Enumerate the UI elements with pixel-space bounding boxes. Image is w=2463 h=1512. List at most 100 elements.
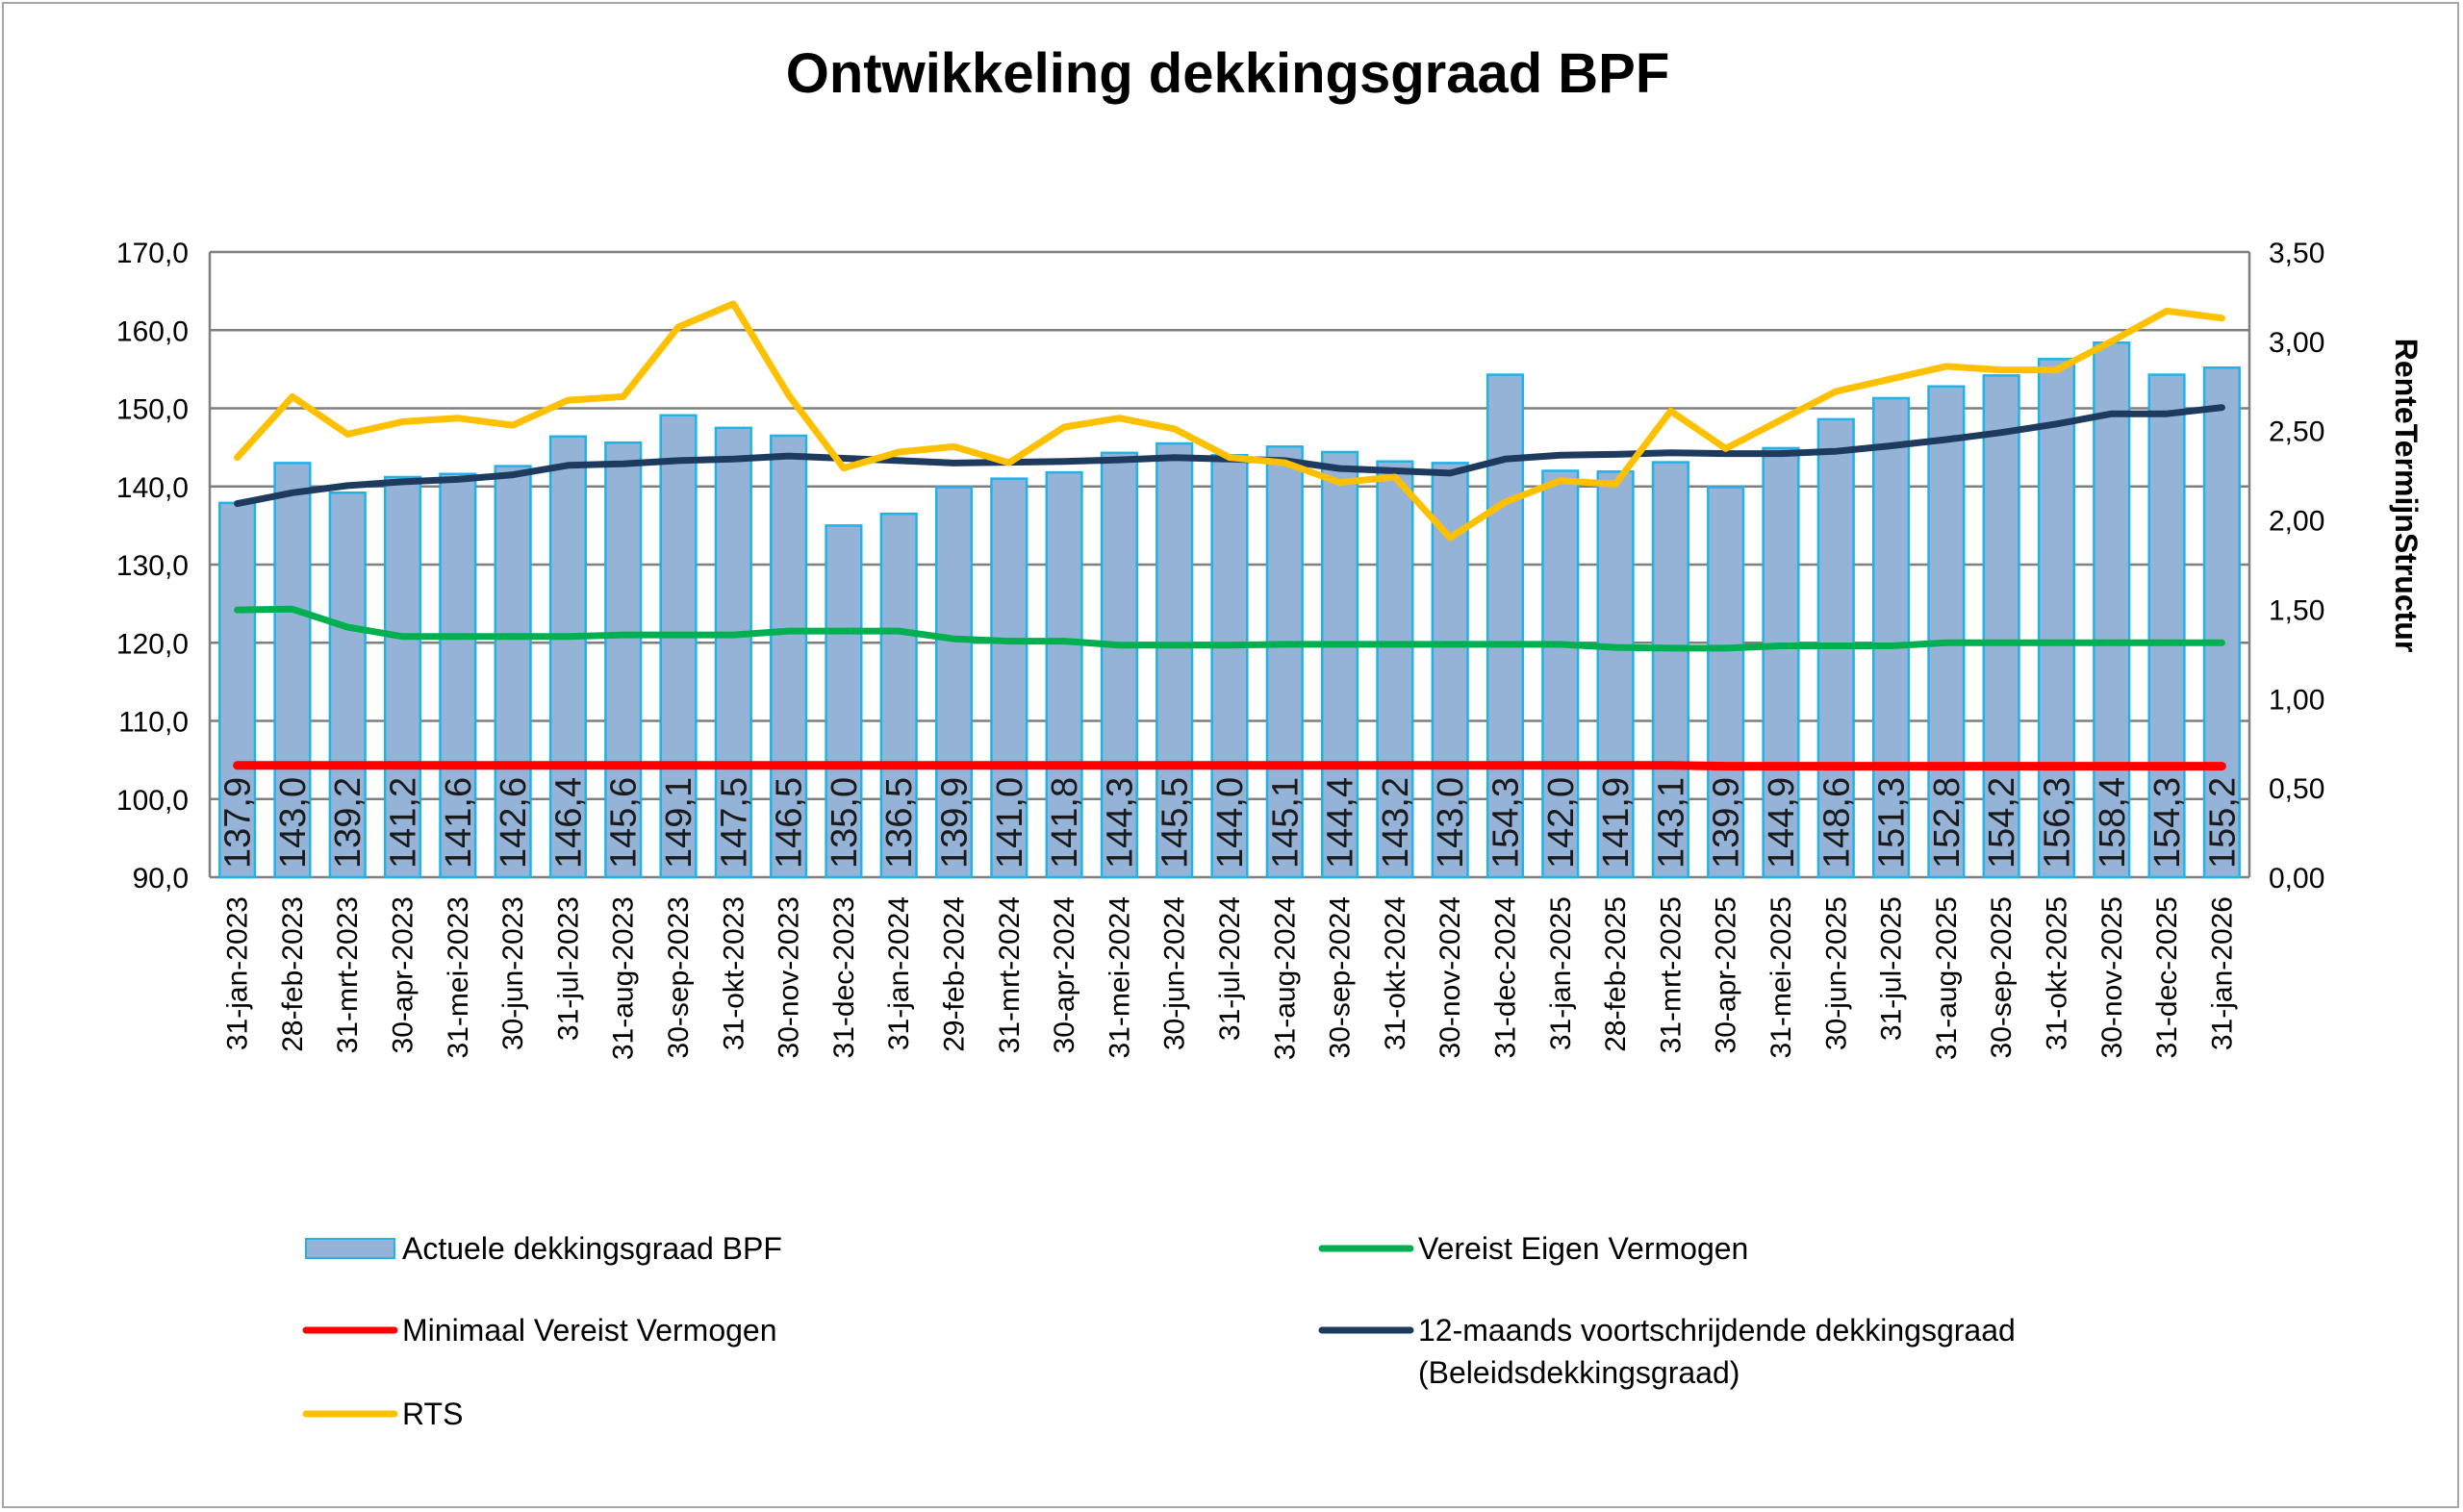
- bar: [1871, 396, 1911, 879]
- x-tick-label: 31-okt-2023: [718, 896, 749, 1050]
- bar-data-label: 156,3: [2037, 777, 2077, 869]
- bar-data-label: 143,0: [1431, 777, 1471, 869]
- bar: [1707, 486, 1745, 879]
- bar-data-labels: 137,9 143,0 139,2 141,2 141,6 142,6 146,4 145,6…: [218, 777, 2244, 869]
- x-tick-label: 31-dec-2025: [2151, 896, 2183, 1058]
- bar-data-label: 135,0: [825, 777, 865, 869]
- y-tick-label: 110,0: [118, 707, 189, 739]
- bar-data-label: 146,4: [548, 777, 589, 869]
- x-tick-label: 31-aug-2023: [608, 896, 640, 1060]
- legend-label: Actuele dekkingsgraad BPF: [402, 1231, 782, 1266]
- bar-data-label: 149,1: [659, 777, 699, 869]
- bar-data-label: 141,6: [439, 777, 479, 869]
- x-tick-label: 31-mei-2023: [443, 896, 474, 1058]
- bar: [1762, 446, 1800, 879]
- x-tick-label: 30-apr-2024: [1049, 896, 1080, 1053]
- y-axis-right-ticks: 0,00 0,50 1,00 1,50 2,00 2,50 3,00 3,50: [2269, 238, 2324, 895]
- x-tick-label: 30-nov-2025: [2096, 896, 2128, 1058]
- bar: [1265, 445, 1304, 879]
- bar: [1982, 374, 2020, 879]
- bar: [548, 435, 588, 879]
- y-axis-left-ticks: 90,0 100,0 110,0 120,0 130,0 140,0 150,0 160,0 1…: [116, 238, 189, 895]
- y2-tick-label: 3,00: [2269, 327, 2324, 359]
- bar-data-label: 154,3: [2147, 777, 2188, 869]
- x-tick-label: 31-mrt-2025: [1655, 896, 1687, 1053]
- bar-data-label: 146,5: [770, 777, 810, 869]
- x-tick-label: 30-sep-2023: [663, 896, 695, 1058]
- y-tick-label: 100,0: [116, 785, 189, 817]
- chart-title: Ontwikkeling dekkingsgraad BPF: [786, 42, 1670, 105]
- bar-data-label: 139,9: [935, 777, 976, 869]
- bar: [273, 462, 312, 879]
- y2-tick-label: 2,50: [2269, 416, 2324, 448]
- bar-data-label: 155,2: [2202, 777, 2243, 869]
- x-tick-label: 30-nov-2024: [1435, 896, 1466, 1058]
- x-tick-label: 31-mei-2025: [1765, 896, 1797, 1058]
- x-tick-label: 31-jan-2023: [222, 896, 254, 1050]
- x-tick-label: 28-feb-2023: [277, 896, 309, 1052]
- bar: [1376, 460, 1414, 879]
- bar-data-label: 154,3: [1485, 777, 1526, 869]
- bar-data-label: 142,6: [494, 777, 534, 869]
- bar-data-label: 141,8: [1045, 777, 1085, 869]
- y-tick-label: 130,0: [116, 550, 189, 582]
- legend-label: RTS: [402, 1397, 463, 1431]
- y2-tick-label: 3,50: [2269, 238, 2324, 269]
- legend-item: RTS: [302, 1397, 463, 1431]
- bar: [439, 472, 477, 879]
- x-tick-label: 30-sep-2025: [1986, 896, 2018, 1058]
- bar: [1321, 450, 1359, 879]
- x-tick-label: 31-jul-2024: [1214, 896, 1246, 1041]
- bar: [1596, 470, 1635, 879]
- legend-label: 12-maands voortschrijdende dekkingsgraad: [1418, 1313, 2016, 1348]
- bar-data-label: 143,1: [1651, 777, 1691, 869]
- legend-swatch: [305, 1238, 395, 1259]
- bar: [1045, 470, 1083, 879]
- x-tick-label: 31-aug-2025: [1931, 896, 1963, 1060]
- bar: [328, 491, 367, 879]
- bar-data-label: 144,0: [1210, 777, 1251, 869]
- legend-label: Minimaal Vereist Vermogen: [402, 1313, 777, 1348]
- bar: [2202, 366, 2241, 879]
- y-tick-label: 120,0: [116, 628, 189, 660]
- y2-tick-label: 0,50: [2269, 773, 2324, 805]
- bar-data-label: 151,3: [1872, 777, 1913, 869]
- x-tick-label: 31-okt-2024: [1380, 896, 1411, 1050]
- bar-data-label: 143,2: [1376, 777, 1416, 869]
- y-tick-label: 90,0: [133, 863, 189, 895]
- bar-data-label: 136,5: [879, 777, 920, 869]
- y2-tick-label: 2,00: [2269, 506, 2324, 538]
- x-tick-label: 28-feb-2025: [1600, 896, 1632, 1052]
- bar-data-label: 141,2: [384, 777, 424, 869]
- y2-tick-label: 1,00: [2269, 684, 2324, 716]
- x-tick-label: 30-apr-2023: [388, 896, 419, 1053]
- x-tick-label: 30-sep-2024: [1325, 896, 1357, 1058]
- bar-data-label: 144,4: [1321, 777, 1361, 869]
- bar-data-label: 147,5: [714, 777, 754, 869]
- legend-item: Actuele dekkingsgraad BPF: [305, 1231, 782, 1266]
- x-tick-label: 31-jan-2024: [883, 896, 915, 1050]
- bar: [1155, 441, 1194, 879]
- y2-tick-label: 1,50: [2269, 594, 2324, 626]
- bar-data-label: 158,4: [2093, 777, 2133, 869]
- bar-data-label: 144,3: [1100, 777, 1140, 869]
- bar-data-label: 137,9: [218, 777, 259, 869]
- bar-data-label: 141,0: [990, 777, 1030, 869]
- x-tick-label: 31-aug-2024: [1269, 896, 1301, 1060]
- x-tick-label: 31-mei-2024: [1104, 896, 1135, 1058]
- bar: [2147, 373, 2186, 879]
- x-tick-label: 30-apr-2025: [1711, 896, 1742, 1053]
- x-tick-label: 30-jun-2024: [1159, 896, 1191, 1050]
- legend-label: (Beleidsdekkingsgraad): [1418, 1355, 1739, 1390]
- bar: [494, 465, 532, 879]
- bar: [770, 434, 808, 879]
- bar: [934, 486, 974, 879]
- x-tick-label: 31-mrt-2023: [332, 896, 364, 1053]
- bar: [1927, 385, 1966, 879]
- y-tick-label: 170,0: [116, 238, 189, 269]
- x-tick-label: 30-jun-2023: [497, 896, 529, 1050]
- bar: [2093, 341, 2131, 879]
- series-line: [234, 605, 2225, 652]
- bar-data-label: 148,6: [1816, 777, 1857, 869]
